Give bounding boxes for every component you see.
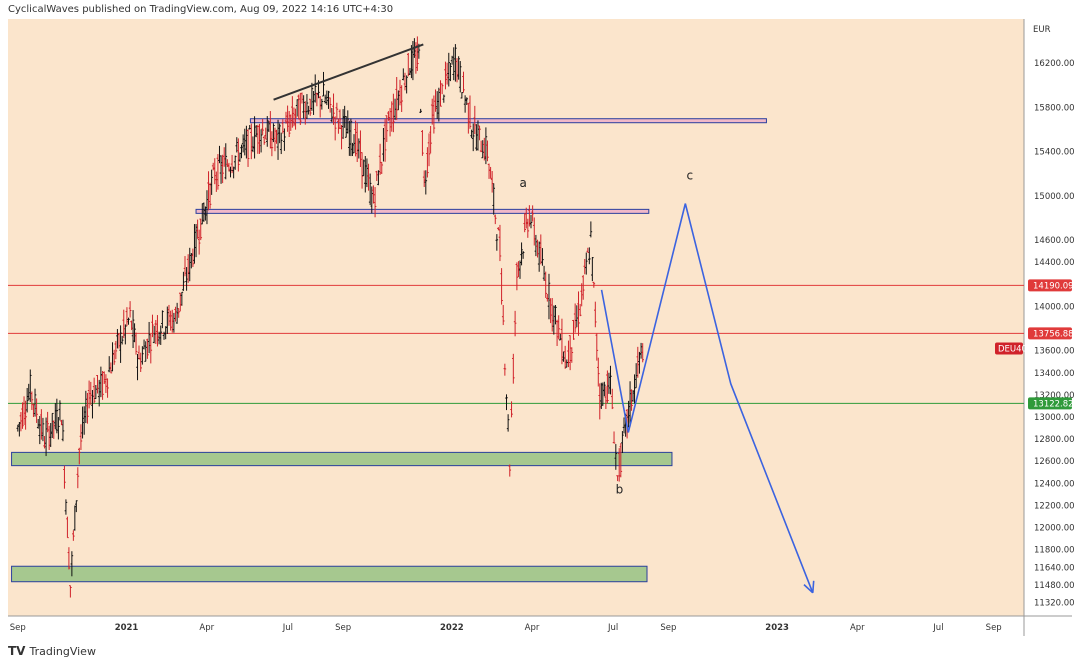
price-level-badge[interactable]: [1028, 397, 1072, 410]
y-tick-label: 11640.00: [1034, 563, 1075, 573]
y-tick-label: 11800.00: [1034, 546, 1075, 556]
projection-arrowhead: [803, 584, 814, 594]
x-tick-label: Sep: [10, 623, 26, 633]
price-level-badge-label: 13756.88: [1033, 329, 1074, 339]
x-tick-label: Apr: [525, 623, 540, 633]
tradingview-logo-icon[interactable]: TV: [8, 644, 26, 658]
y-tick-label: 15400.00: [1034, 148, 1075, 158]
y-tick-label: 16200.00: [1034, 59, 1075, 69]
support-zone[interactable]: [11, 565, 648, 583]
price-level-badge[interactable]: [1028, 327, 1072, 340]
x-tick-label: Sep: [335, 623, 351, 633]
footer-brand[interactable]: TradingView: [29, 644, 96, 658]
x-tick-label: 2022: [440, 623, 464, 633]
y-tick-label: 11480.00: [1034, 581, 1075, 591]
y-tick-label: 12600.00: [1034, 457, 1075, 467]
currency-label: EUR: [1033, 25, 1051, 35]
projection-arrowhead: [811, 580, 815, 593]
wave-label-a: a: [519, 176, 526, 190]
symbol-badge-label: DEU40: [998, 344, 1027, 354]
support-zone[interactable]: [11, 451, 673, 467]
y-tick-label: 12800.00: [1034, 435, 1075, 445]
y-tick-label: 14000.00: [1034, 302, 1075, 312]
y-tick-label: 11320.00: [1034, 599, 1075, 609]
x-tick-label: Apr: [199, 623, 214, 633]
x-tick-label: Apr: [850, 623, 865, 633]
footer: TV TradingView: [8, 644, 96, 658]
price-chart[interactable]: EUR a b c 16200.00 15800.00 15400.00 15000.00…: [0, 0, 1080, 640]
x-tick-label: Jul: [282, 623, 293, 633]
wave-label-b: b: [616, 482, 624, 496]
y-tick-label: 12000.00: [1034, 524, 1075, 534]
symbol-badge[interactable]: [995, 342, 1023, 355]
x-tick-label: Jul: [932, 623, 943, 633]
y-tick-label: 13600.00: [1034, 347, 1075, 357]
price-level-badge-label: 13122.82: [1033, 399, 1074, 409]
resistance-range[interactable]: [195, 208, 650, 214]
y-tick-label: 14400.00: [1034, 258, 1075, 268]
y-tick-label: 13200.00: [1034, 391, 1075, 401]
trendline[interactable]: [273, 43, 424, 101]
x-tick-label: Sep: [986, 623, 1002, 633]
y-tick-label: 15000.00: [1034, 192, 1075, 202]
x-tick-label: Jul: [607, 623, 618, 633]
x-tick-label: 2023: [765, 623, 789, 633]
price-level-badge-label: 14190.09: [1033, 281, 1074, 291]
y-tick-label: 12200.00: [1034, 501, 1075, 511]
wave-projection-path[interactable]: [600, 203, 814, 594]
x-tick-label: 2021: [115, 623, 139, 633]
y-tick-label: 12400.00: [1034, 479, 1075, 489]
plot-area[interactable]: [8, 19, 1024, 616]
y-tick-label: 14600.00: [1034, 236, 1075, 246]
y-tick-label: 13400.00: [1034, 369, 1075, 379]
price-level-badge[interactable]: [1028, 279, 1072, 292]
x-tick-label: Sep: [660, 623, 676, 633]
resistance-range[interactable]: [249, 118, 767, 124]
wave-label-c: c: [686, 168, 693, 182]
publish-info: CyclicalWaves published on TradingView.c…: [8, 4, 394, 15]
y-tick-label: 13000.00: [1034, 413, 1075, 423]
y-tick-label: 15800.00: [1034, 103, 1075, 113]
